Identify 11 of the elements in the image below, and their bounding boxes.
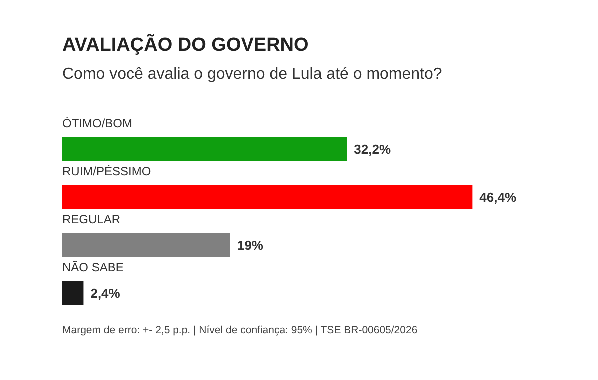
chart-subtitle: Como você avalia o governo de Lula até o momento? xyxy=(62,66,442,83)
y-tick-label: RUIM/PÉSSIMO xyxy=(62,164,152,178)
data-label: 32,2% xyxy=(354,142,392,157)
text: Margem de erro: +- 2,5 p.p. | Nível de confiança: 95% | TSE BR-00605/2026 xyxy=(62,324,418,336)
y-tick-label: NÃO SABE xyxy=(62,260,124,274)
data-label: 2,4% xyxy=(90,286,121,301)
data-label: 19% xyxy=(237,238,264,253)
data-label: 46,4% xyxy=(480,190,517,205)
y-tick-label: ÓTIMO/BOM xyxy=(62,116,132,130)
y-tick-label: REGULAR xyxy=(62,212,121,226)
chart-title: AVALIAÇÃO DO GOVERNO xyxy=(62,34,309,56)
